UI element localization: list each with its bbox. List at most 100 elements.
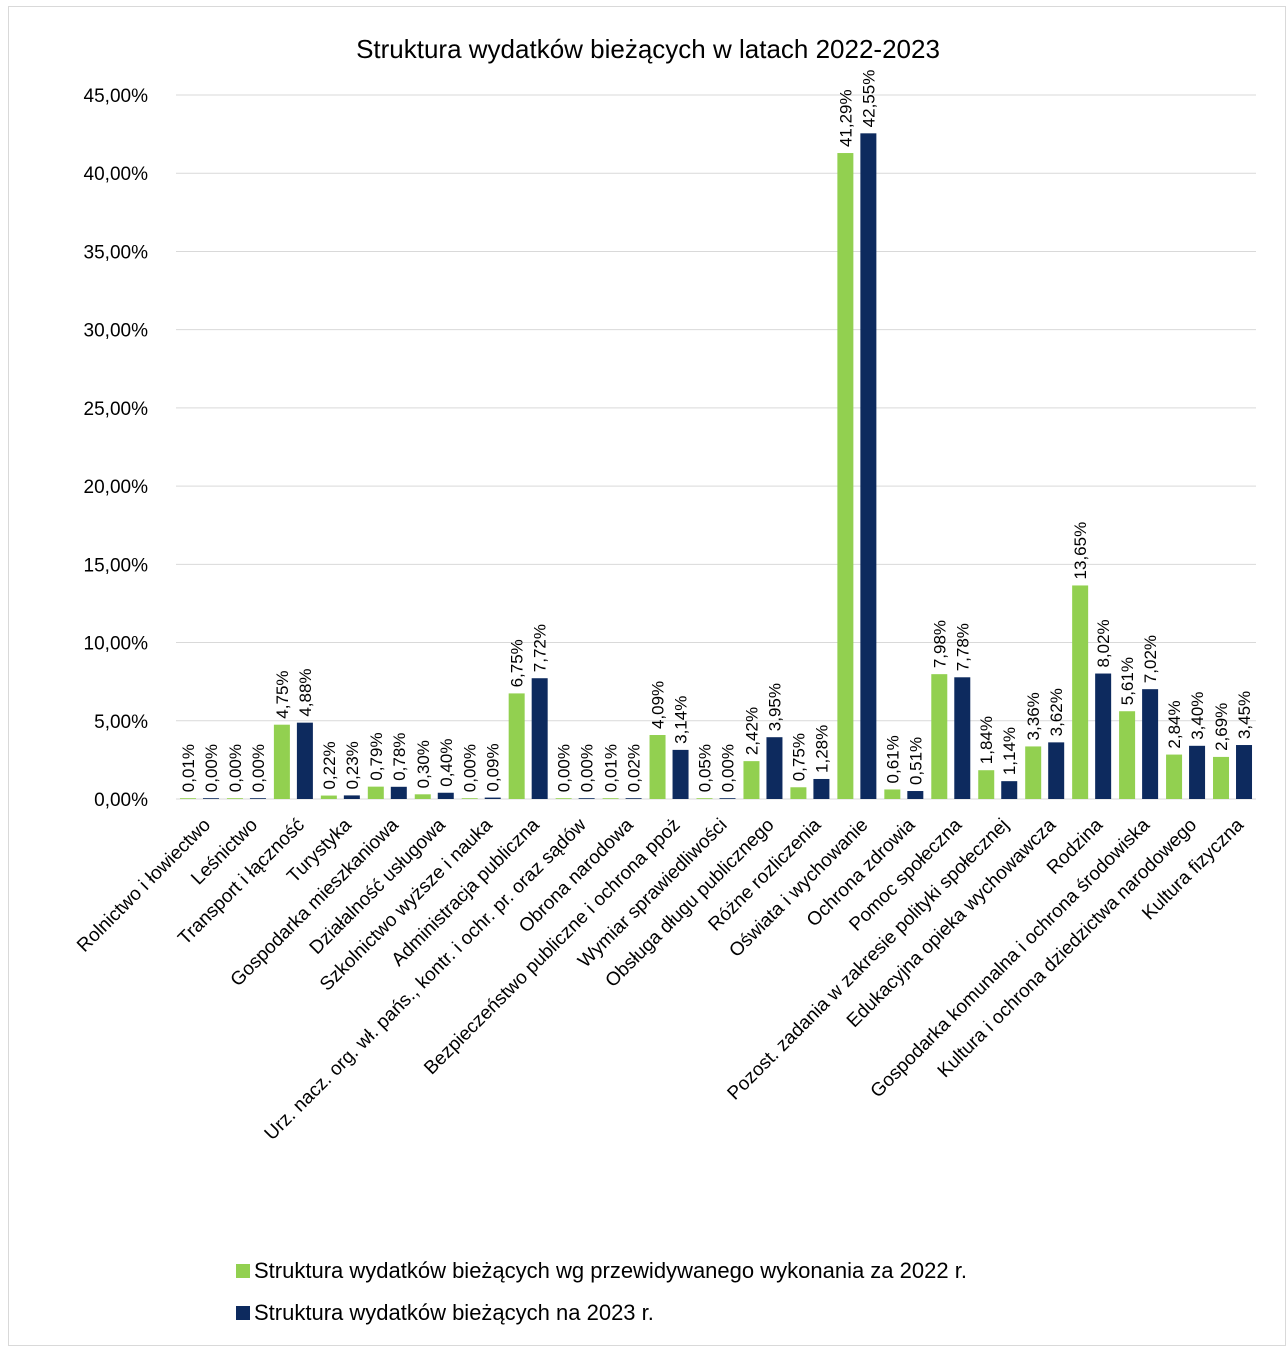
data-label: 3,95% [765,683,784,731]
bar-2022 [367,786,384,799]
bar-2023 [249,798,266,799]
y-tick-label: 15,00% [84,555,149,576]
data-label: 0,05% [696,744,715,792]
bars [179,133,1253,800]
data-label: 0,00% [202,744,221,792]
data-label: 0,23% [343,741,362,789]
y-tick-label: 20,00% [84,477,149,498]
bar-2023 [719,798,736,799]
bar-2023 [202,798,219,799]
data-label: 1,84% [977,716,996,764]
bar-2023 [766,737,783,799]
legend-item-2022: Struktura wydatków bieżących wg przewidy… [236,1258,967,1283]
legend-label-2022: Struktura wydatków bieżących wg przewidy… [254,1258,967,1283]
bar-2023 [672,749,689,799]
legend-swatch-2022 [236,1264,250,1278]
gridlines [176,94,1256,800]
bar-2023 [954,677,971,799]
data-label: 8,02% [1094,619,1113,667]
data-label: 0,30% [414,740,433,788]
bar-2023 [437,792,454,799]
bar-2023 [343,795,360,799]
bar-2023 [907,791,924,799]
data-label: 0,01% [179,744,198,792]
data-label: 0,02% [625,744,644,792]
bar-2022 [1072,585,1089,799]
data-label: 3,14% [672,696,691,744]
data-label: 2,42% [742,707,761,755]
data-labels: 0,01% 0,00%4,75%0,22% 0,79% 0,30% 0,00%6,75%… [179,70,1254,793]
bar-2022 [837,153,854,799]
bar-2022 [461,798,478,799]
bar-2023 [484,797,501,799]
bar-2022 [1213,756,1230,799]
data-label: 3,40% [1188,692,1207,740]
data-label: 3,36% [1024,692,1043,740]
data-label: 7,78% [953,623,972,671]
bar-2022 [555,798,572,799]
data-label: 0,00% [226,744,245,792]
bar-2022 [320,795,337,799]
data-label: 0,09% [484,743,503,791]
data-label: 41,29% [836,89,855,147]
data-label: 3,62% [1047,688,1066,736]
bar-2023 [578,798,595,799]
data-label: 0,51% [906,737,925,785]
y-tick-label: 35,00% [84,242,149,263]
bar-2022 [414,794,431,799]
bar-2022 [1025,746,1042,799]
y-tick-label: 0,00% [94,790,148,811]
data-label: 0,00% [719,744,738,792]
y-tick-label: 10,00% [84,634,149,655]
data-label: 0,61% [883,735,902,783]
bar-2023 [860,133,877,800]
data-label: 6,75% [508,639,527,687]
data-label: 1,28% [812,725,831,773]
data-label: 0,22% [320,741,339,789]
data-label: 13,65% [1071,522,1090,580]
category-labels: Rolnictwo i łowiectwoLeśnictwoTransport … [73,814,1248,1144]
bar-2023 [1236,745,1253,799]
data-label: 2,69% [1212,703,1231,751]
y-axis-ticks: 0,00% 5,00% 10,00% 15,00% 20,00% 25,00% 30,00%… [84,86,149,811]
data-label: 3,45% [1235,691,1254,739]
data-label: 0,79% [367,732,386,780]
data-label: 1,14% [1000,727,1019,775]
data-label: 7,98% [930,620,949,668]
legend-swatch-2023 [236,1306,250,1320]
y-tick-label: 5,00% [94,712,148,733]
bar-2022 [602,798,619,799]
data-label: 0,75% [789,733,808,781]
bar-2022 [978,770,995,799]
data-label: 0,78% [390,733,409,781]
bar-2022 [1119,711,1136,799]
bar-2023 [296,722,313,799]
data-label: 7,02% [1141,635,1160,683]
legend: Struktura wydatków bieżących wg przewidy… [236,1258,967,1325]
bar-2023 [1048,742,1065,799]
data-label: 0,00% [578,744,597,792]
bar-2022 [1166,754,1183,799]
data-label: 4,88% [296,668,315,716]
bar-2023 [1095,673,1112,799]
bar-2023 [813,778,830,799]
legend-label-2023: Struktura wydatków bieżących na 2023 r. [254,1300,654,1325]
bar-2022 [508,693,525,799]
bar-2023 [1001,781,1018,799]
data-label: 0,40% [437,739,456,787]
bar-2022 [931,674,948,799]
bar-2023 [531,678,548,799]
bar-2023 [625,798,642,799]
data-label: 0,00% [461,744,480,792]
legend-item-2023: Struktura wydatków bieżących na 2023 r. [236,1300,654,1325]
data-label: 0,01% [602,744,621,792]
bar-2022 [273,724,290,799]
bar-2022 [696,798,713,799]
y-tick-label: 30,00% [84,321,149,342]
data-label: 7,72% [531,624,550,672]
y-tick-label: 25,00% [84,399,149,420]
data-label: 2,84% [1165,700,1184,748]
bar-2022 [884,789,901,799]
bar-2023 [1142,689,1159,799]
